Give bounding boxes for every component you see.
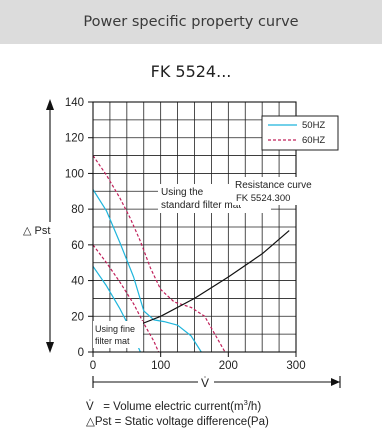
footnote-volume-text-pre: = Volume electric current(m [103,400,244,413]
y-axis-label-bg [20,222,66,238]
y-axis-label: △ Pst [23,225,50,237]
x-axis-label: V̇ [201,376,209,390]
x-tick-label: 100 [151,360,170,372]
y-tick-label: 40 [71,276,84,288]
series-line-resistance-curve [113,230,290,335]
annotation-fine-line1: Using fine [95,324,135,334]
y-tick-label: 120 [65,133,84,145]
footnote-pressure: △Pst = Static voltage difference(Pa) [86,416,269,428]
series-line-50hz [92,189,202,353]
footnote-volume-symbol: V̇ [86,400,94,413]
axes [88,101,297,357]
annotation-standard-line1: Using the [161,187,204,198]
tick-labels: 0 20 40 60 80 100 120 140 0 100 200 300 [65,97,306,372]
x-tick-label: 0 [90,360,96,372]
annotation-resistance-bg [232,177,322,205]
x-axis-label-bg [198,374,214,390]
legend-label-50hz: 50HZ [302,120,325,131]
y-tick-label: 0 [78,347,84,359]
legend-box [261,115,339,151]
y-axis-arrow-up [46,99,54,110]
annotation-resistance-line1: Resistance curve [235,180,312,191]
y-tick-label: 100 [65,168,84,180]
x-tick-label: 300 [286,360,305,372]
annotation-fine-line2: filter mat [95,336,130,346]
footnote-volume: V̇ = Volume electric current(m3/h) [86,398,261,413]
annotation-resistance-line2: FK 5524.300 [236,193,290,204]
y-tick-label: 140 [65,97,84,109]
footnote-volume-text-post: /h) [247,400,262,413]
annotation-standard-line2: standard filter mat [161,200,241,211]
footnote-volume-sup: 3 [243,398,248,407]
y-tick-label: 20 [71,311,84,323]
y-axis-arrow-down [46,342,54,353]
model-title: FK 5524... [150,62,232,81]
legend-label-60hz: 60HZ [302,135,325,146]
y-tick-label: 80 [71,204,84,216]
header-bar: Power specific property curve [0,0,382,44]
header-title: Power specific property curve [83,14,299,30]
series-line-60hz [92,244,160,353]
series-line-60hz [92,155,226,353]
x-axis-arrow-head [331,378,340,386]
annotation-fine-bg [93,321,143,348]
plot-frame [92,101,297,353]
y-tick-label: 60 [71,240,84,252]
x-tick-label: 200 [219,360,238,372]
